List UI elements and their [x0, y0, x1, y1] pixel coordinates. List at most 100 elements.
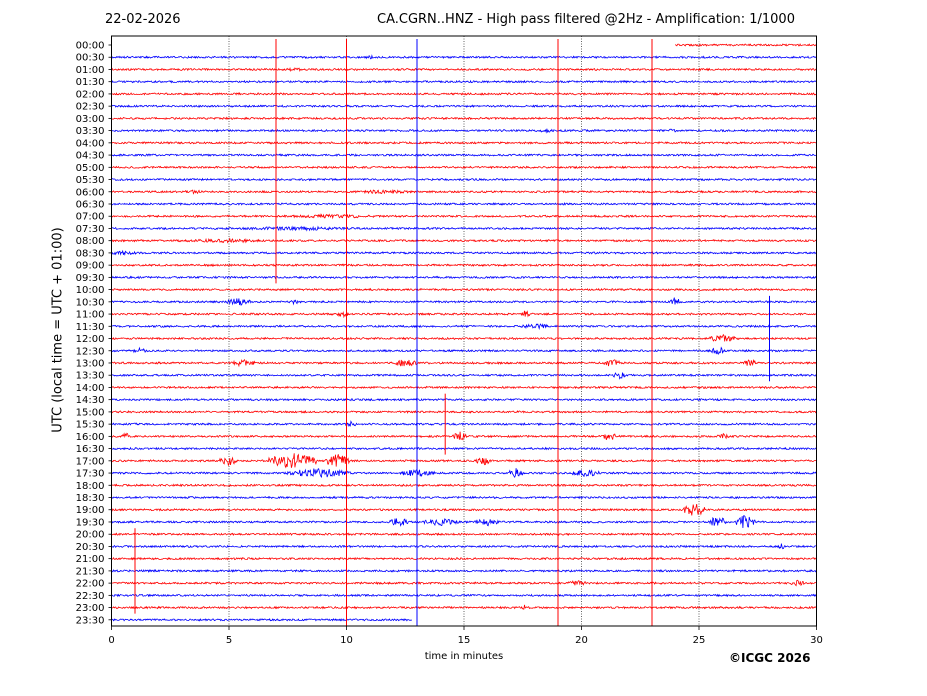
- y-tick-label: 09:30: [76, 273, 105, 284]
- trace-2200: [111, 579, 817, 587]
- trace-0130: [111, 79, 817, 84]
- trace-2300: [111, 604, 817, 610]
- trace-0830: [111, 249, 817, 256]
- y-tick-label: 14:30: [76, 395, 105, 406]
- trace-1530: [111, 420, 817, 427]
- y-tick-label: 18:00: [76, 481, 105, 492]
- y-tick-label: 22:30: [76, 591, 105, 602]
- y-tick-label: 23:00: [76, 603, 105, 614]
- trace-0530: [111, 177, 817, 182]
- trace-1330: [111, 372, 817, 380]
- y-tick-label: 03:00: [76, 114, 105, 125]
- y-tick-label: 17:00: [76, 456, 105, 467]
- y-tick-label: 19:00: [76, 505, 105, 516]
- x-tick-label: 0: [108, 635, 114, 646]
- trace-2230: [111, 593, 817, 598]
- trace-1500: [111, 409, 817, 414]
- trace-0700: [111, 213, 817, 220]
- trace-0230: [111, 104, 817, 108]
- x-tick-label: 25: [693, 635, 706, 646]
- y-tick-label: 18:30: [76, 493, 105, 504]
- trace-1230: [111, 346, 817, 355]
- y-tick-label: 07:30: [76, 224, 105, 235]
- trace-0100: [111, 67, 817, 72]
- trace-2000: [111, 532, 817, 537]
- date-label: 22-02-2026: [105, 12, 181, 27]
- trace-1630: [111, 446, 817, 451]
- trace-0200: [111, 91, 817, 96]
- y-tick-label: 23:30: [76, 615, 105, 626]
- y-tick-label: 16:00: [76, 432, 105, 443]
- trace-1200: [111, 333, 817, 342]
- trace-1900: [111, 504, 817, 516]
- x-axis-label: time in minutes: [424, 651, 504, 662]
- y-tick-label: 12:00: [76, 334, 105, 345]
- y-tick-label: 02:30: [76, 102, 105, 113]
- x-tick-labels: 0 5 10 15 20 25 30: [108, 626, 823, 646]
- trace-0500: [111, 165, 817, 170]
- y-tick-label: 05:30: [76, 175, 105, 186]
- y-tick-label: 20:30: [76, 542, 105, 553]
- y-tick-label: 13:30: [76, 371, 105, 382]
- y-tick-label: 16:30: [76, 444, 105, 455]
- y-tick-label: 07:00: [76, 212, 105, 223]
- y-tick-label: 15:30: [76, 420, 105, 431]
- y-tick-label: 08:00: [76, 236, 105, 247]
- trace-0930: [111, 275, 817, 280]
- trace-1430: [111, 397, 817, 402]
- trace-1930: [111, 515, 817, 529]
- trace-1300: [111, 358, 817, 368]
- trace-2030: [111, 543, 817, 550]
- trace-rows: [111, 43, 817, 622]
- y-tick-label: 19:30: [76, 517, 105, 528]
- trace-1130: [111, 323, 817, 331]
- grid-lines: [228, 36, 700, 626]
- trace-0300: [111, 116, 817, 121]
- trace-0030: [111, 54, 817, 60]
- trace-0630: [111, 202, 817, 206]
- y-tick-label: 09:00: [76, 261, 105, 272]
- trace-1600: [111, 431, 817, 441]
- trace-1830: [111, 495, 817, 500]
- trace-0730: [111, 225, 817, 232]
- trace-2100: [111, 556, 817, 561]
- y-tick-label: 10:30: [76, 297, 105, 308]
- y-tick-label: 00:00: [76, 41, 105, 52]
- y-tick-label: 06:30: [76, 199, 105, 210]
- trace-1100: [111, 310, 817, 319]
- y-tick-label: 05:00: [76, 163, 105, 174]
- trace-0000: [675, 43, 817, 47]
- y-tick-label: 21:00: [76, 554, 105, 565]
- y-tick-label: 02:00: [76, 89, 105, 100]
- trace-2330: [111, 618, 412, 622]
- y-tick-label: 00:30: [76, 53, 105, 64]
- y-tick-label: 04:00: [76, 138, 105, 149]
- trace-2130: [111, 569, 817, 573]
- trace-1030: [111, 297, 817, 306]
- x-tick-label: 10: [340, 635, 353, 646]
- y-tick-label: 01:30: [76, 77, 105, 88]
- x-tick-label: 15: [458, 635, 471, 646]
- y-tick-label: 13:00: [76, 358, 105, 369]
- y-tick-label: 08:30: [76, 248, 105, 259]
- x-tick-label: 5: [226, 635, 232, 646]
- trace-1700: [111, 453, 817, 469]
- y-tick-label: 03:30: [76, 126, 105, 137]
- trace-0430: [111, 153, 817, 158]
- trace-0400: [111, 140, 817, 145]
- y-tick-label: 04:30: [76, 151, 105, 162]
- chart-title: CA.CGRN..HNZ - High pass filtered @2Hz -…: [377, 12, 795, 27]
- trace-0900: [111, 263, 817, 267]
- y-tick-label: 11:00: [76, 310, 105, 321]
- trace-1730: [111, 468, 817, 479]
- y-tick-label: 10:00: [76, 285, 105, 296]
- plot-frame: [111, 35, 817, 627]
- y-tick-label: 22:00: [76, 579, 105, 590]
- y-tick-label: 14:00: [76, 383, 105, 394]
- y-tick-label: 17:30: [76, 469, 105, 480]
- copyright-label: ©ICGC 2026: [729, 651, 811, 665]
- x-tick-label: 30: [810, 635, 823, 646]
- y-tick-label: 11:30: [76, 322, 105, 333]
